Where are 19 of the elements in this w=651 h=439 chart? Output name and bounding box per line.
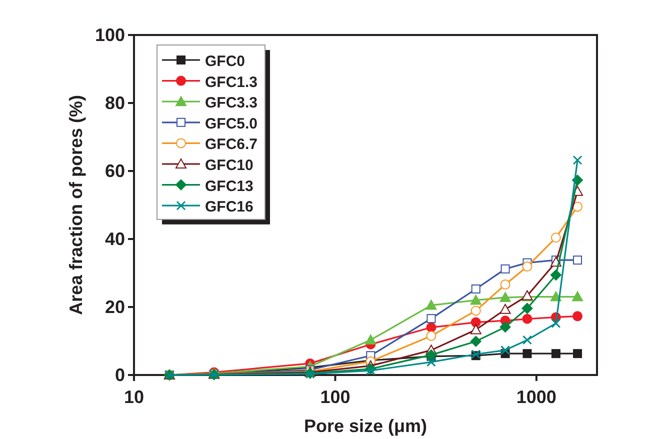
legend-label: GFC0 — [205, 53, 246, 70]
legend-label: GFC5.0 — [205, 115, 258, 132]
y-tick-label: 20 — [104, 297, 125, 317]
x-tick-label: 100 — [320, 387, 350, 407]
x-axis-title: Pore size (μm) — [304, 416, 428, 436]
y-tick-label: 80 — [104, 93, 125, 113]
x-tick-label: 10 — [124, 387, 144, 407]
legend-label: GFC13 — [205, 178, 254, 195]
y-tick-label: 0 — [114, 365, 125, 385]
y-tick-label: 100 — [94, 25, 125, 45]
legend-label: GFC6.7 — [205, 136, 258, 154]
y-axis-title: Area fraction of pores (%) — [66, 94, 86, 316]
legend-label: GFC3.3 — [205, 94, 258, 112]
y-tick-label: 60 — [104, 161, 125, 181]
legend-label: GFC10 — [205, 157, 254, 174]
y-tick-label: 40 — [104, 229, 125, 249]
legend-label: GFC1.3 — [205, 74, 258, 91]
legend-label: GFC16 — [205, 198, 254, 216]
x-tick-label: 1000 — [516, 387, 556, 407]
